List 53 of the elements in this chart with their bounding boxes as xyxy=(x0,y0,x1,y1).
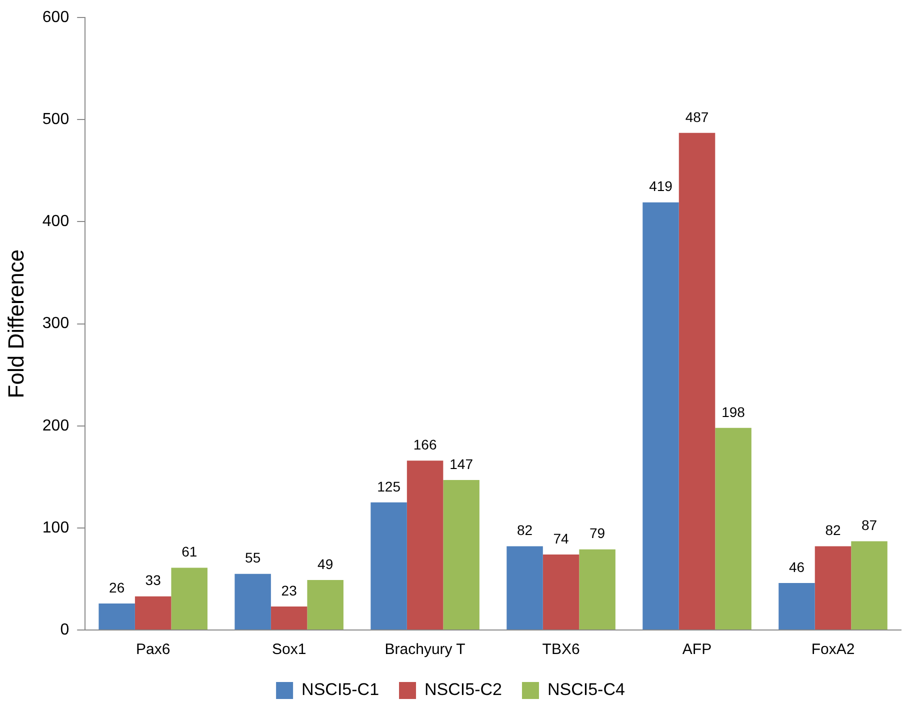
data-label: 82 xyxy=(516,522,533,538)
bar xyxy=(542,554,580,630)
bar xyxy=(678,132,716,630)
data-label: 61 xyxy=(182,544,198,560)
data-label: 49 xyxy=(318,556,334,572)
data-label: 82 xyxy=(825,522,842,538)
bar xyxy=(171,568,208,630)
data-label: 23 xyxy=(281,582,298,598)
bar xyxy=(579,549,616,630)
data-label: 26 xyxy=(109,579,125,596)
bar xyxy=(307,580,344,630)
data-label: 87 xyxy=(861,517,878,534)
data-label: 55 xyxy=(245,550,261,566)
data-label: 74 xyxy=(553,530,570,546)
x-tick-label: FoxA2 xyxy=(811,641,855,658)
y-tick-label: 200 xyxy=(42,417,70,434)
data-label: 147 xyxy=(450,456,474,472)
data-label: 33 xyxy=(145,572,162,588)
y-axis-title: Fold Difference xyxy=(3,249,28,398)
x-tick-label: Brachyury T xyxy=(384,641,466,658)
bar xyxy=(134,596,172,630)
data-label: 487 xyxy=(685,108,709,125)
data-label: 79 xyxy=(590,525,606,542)
data-label: 125 xyxy=(377,478,401,494)
y-tick-label: 500 xyxy=(42,111,70,128)
data-label: 419 xyxy=(649,178,673,194)
x-tick-label: Pax6 xyxy=(136,641,170,658)
bar xyxy=(778,583,815,630)
y-tick-label: 600 xyxy=(42,9,70,26)
y-tick-label: 300 xyxy=(42,315,70,332)
legend-label: NSCI5-C2 xyxy=(424,680,502,700)
bar xyxy=(814,546,852,630)
bar xyxy=(443,480,480,630)
bar xyxy=(851,541,888,630)
x-tick-label: AFP xyxy=(682,641,712,658)
bar xyxy=(642,202,679,630)
bar xyxy=(234,574,271,630)
data-label: 198 xyxy=(722,404,746,420)
bar xyxy=(370,502,407,630)
legend-label: NSCI5-C4 xyxy=(547,680,625,700)
x-tick-label: TBX6 xyxy=(542,641,580,658)
x-tick-label: Sox1 xyxy=(272,641,306,658)
bar xyxy=(98,603,135,630)
y-tick-label: 400 xyxy=(42,213,70,230)
bar xyxy=(506,546,543,630)
y-tick-label: 100 xyxy=(42,519,70,536)
bar xyxy=(270,606,308,630)
data-label: 46 xyxy=(788,558,805,575)
legend-label: NSCI5-C1 xyxy=(302,680,380,700)
bar xyxy=(406,460,444,630)
data-label: 166 xyxy=(413,436,437,452)
bar xyxy=(715,428,752,630)
y-tick-label: 0 xyxy=(60,621,70,638)
